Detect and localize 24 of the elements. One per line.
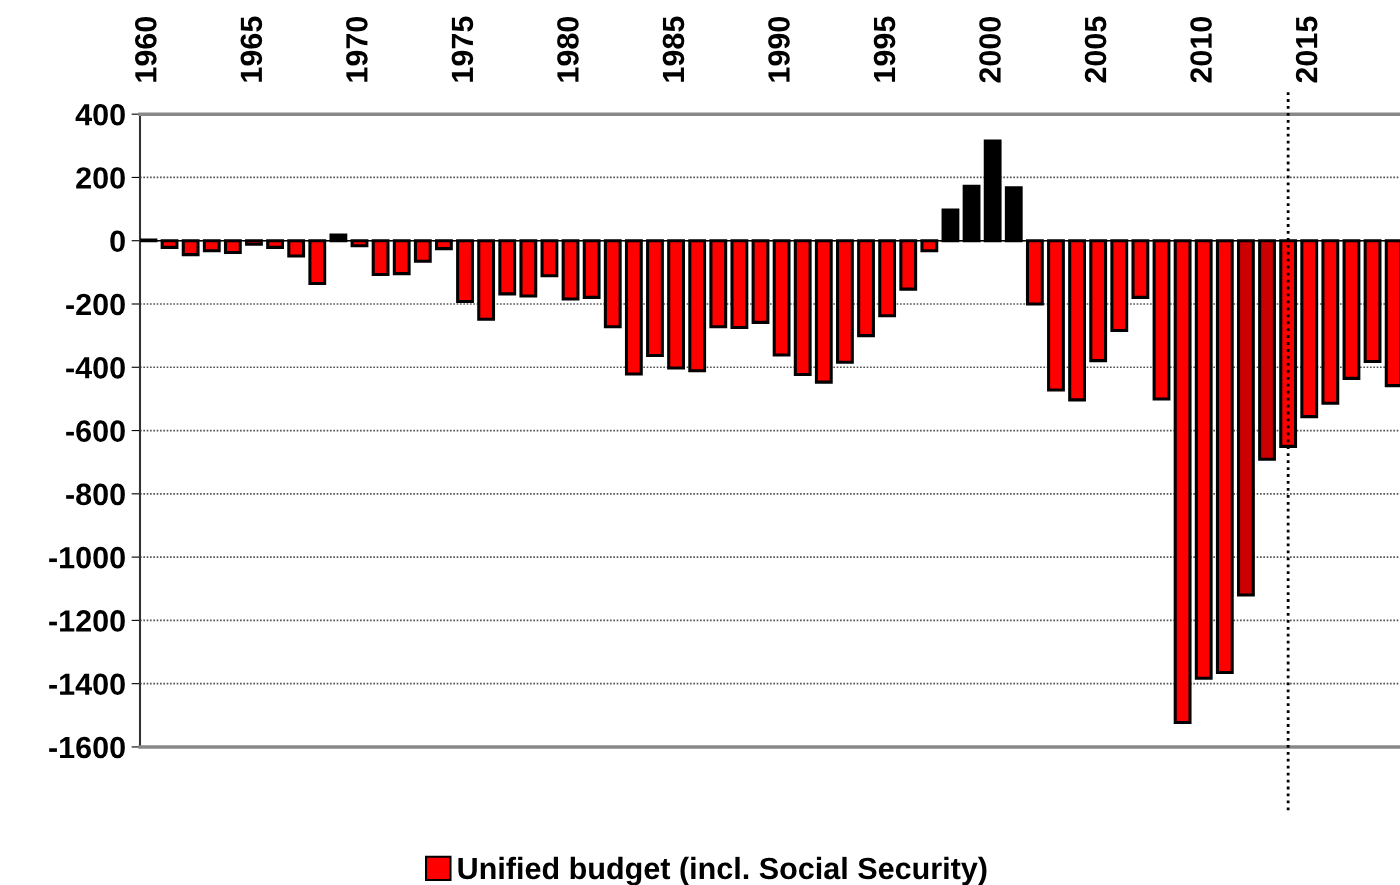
y-tick-label: 400 <box>75 103 125 126</box>
legend-label: Unified budget (incl. Social Security) <box>458 856 987 885</box>
x-tick-label: 2000 <box>979 16 1001 83</box>
x-tick-label: 1985 <box>662 16 685 82</box>
y-tick-label: -1600 <box>49 736 125 759</box>
x-tick-label: 1960 <box>135 16 157 82</box>
y-tick-label: -1200 <box>49 610 125 632</box>
x-tick-label: 2005 <box>1084 16 1107 83</box>
y-tick-label: 200 <box>76 167 125 189</box>
x-tick-label: 1995 <box>873 16 896 82</box>
y-tick-label: 0 <box>110 230 125 253</box>
x-tick-label: 1965 <box>240 16 263 82</box>
y-tick-label: -400 <box>66 357 125 379</box>
y-tick-label: -600 <box>66 420 125 442</box>
y-tick-label: -1400 <box>49 673 125 696</box>
y-tick-label: -1000 <box>49 546 125 569</box>
x-tick-label: 1990 <box>768 16 790 82</box>
y-tick-label: -200 <box>66 293 125 316</box>
x-tick-label: 2015 <box>1295 16 1318 83</box>
x-tick-label: 1980 <box>557 16 579 82</box>
y-tick-label: -800 <box>66 483 125 506</box>
x-tick-label: 1975 <box>451 16 474 82</box>
x-tick-label: 1970 <box>346 16 368 82</box>
x-tick-label: 2010 <box>1190 16 1212 83</box>
